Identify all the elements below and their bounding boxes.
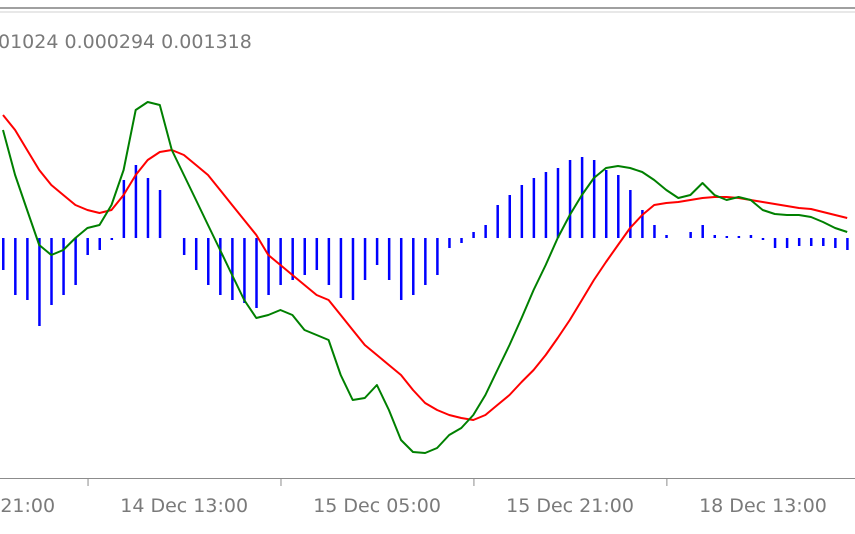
histogram-bar [182,238,186,255]
histogram-bar [219,238,222,295]
histogram-bar [508,195,512,238]
histogram-bar [387,238,391,280]
histogram-bar [327,238,331,285]
x-tick-label: 21:00 [0,495,55,517]
histogram-bar [568,160,572,238]
histogram-bar [809,238,813,246]
histogram-bar [834,238,837,248]
histogram-bar [460,238,463,243]
histogram-bar [303,238,306,275]
histogram-bar [110,238,114,240]
histogram-bar [532,178,536,238]
histogram-bar [231,238,234,300]
histogram-bar [580,157,584,238]
histogram-bar [134,165,138,238]
histogram-bar [617,175,620,238]
histogram-bar [846,238,849,250]
x-tick-label: 15 Dec 05:00 [313,495,441,517]
histogram-bar [713,235,717,238]
histogram-bar [629,190,632,238]
histogram-bar [26,238,29,300]
histogram-bar [158,190,162,238]
indicator-values: 01024 0.000294 0.001318 [0,31,252,53]
histogram-bar [556,168,560,238]
histogram-bar [375,238,379,265]
histogram-bar [604,170,608,238]
histogram-bar [279,238,282,285]
histogram-bar [496,205,499,238]
histogram-bar [412,238,415,295]
histogram-bar [351,238,355,300]
histogram-bar [146,178,150,238]
histogram-bar [2,238,5,270]
histogram-bar [641,210,644,238]
histogram-bar [399,238,403,300]
histogram-bar [14,238,17,295]
histogram-bar [653,225,656,238]
histogram-bar [785,238,789,248]
histogram-bar [773,238,777,248]
histogram-bar [243,238,246,303]
histogram-bar [749,235,753,238]
histogram-bar [62,238,65,295]
x-tick-label: 18 Dec 13:00 [699,495,827,517]
histogram-bar [689,232,692,238]
histogram-bar [363,238,367,280]
histogram-bar [74,238,77,285]
histogram-bar [424,238,427,285]
histogram-bar [207,238,210,285]
histogram-bar [122,180,126,238]
histogram-bar [436,238,439,275]
histogram-bar [86,238,89,255]
histogram-bar [38,238,41,326]
histogram-bar [448,238,451,248]
histogram-bar [315,238,319,270]
histogram-bar [98,238,101,250]
histogram-bar [194,238,198,270]
histogram-bar [761,238,765,240]
histogram-bar [291,238,294,280]
histogram-bar [797,238,801,246]
histogram-bar [665,235,668,238]
histogram-bar [544,172,548,238]
x-tick-label: 14 Dec 13:00 [120,495,248,517]
x-tick-label: 15 Dec 21:00 [506,495,634,517]
histogram-bar [822,238,825,246]
histogram-bar [472,232,475,238]
histogram-bar [737,236,741,238]
histogram-bar [267,238,270,295]
histogram-bar [592,160,596,238]
histogram-bar [255,238,258,308]
histogram-bar [520,185,524,238]
histogram-bar [484,225,487,238]
histogram-bar [339,238,343,298]
histogram-bar [50,238,53,305]
indicator-line [2,101,848,454]
histogram-bar [701,225,704,238]
indicator-line [2,114,848,421]
histogram-bar [725,236,729,238]
